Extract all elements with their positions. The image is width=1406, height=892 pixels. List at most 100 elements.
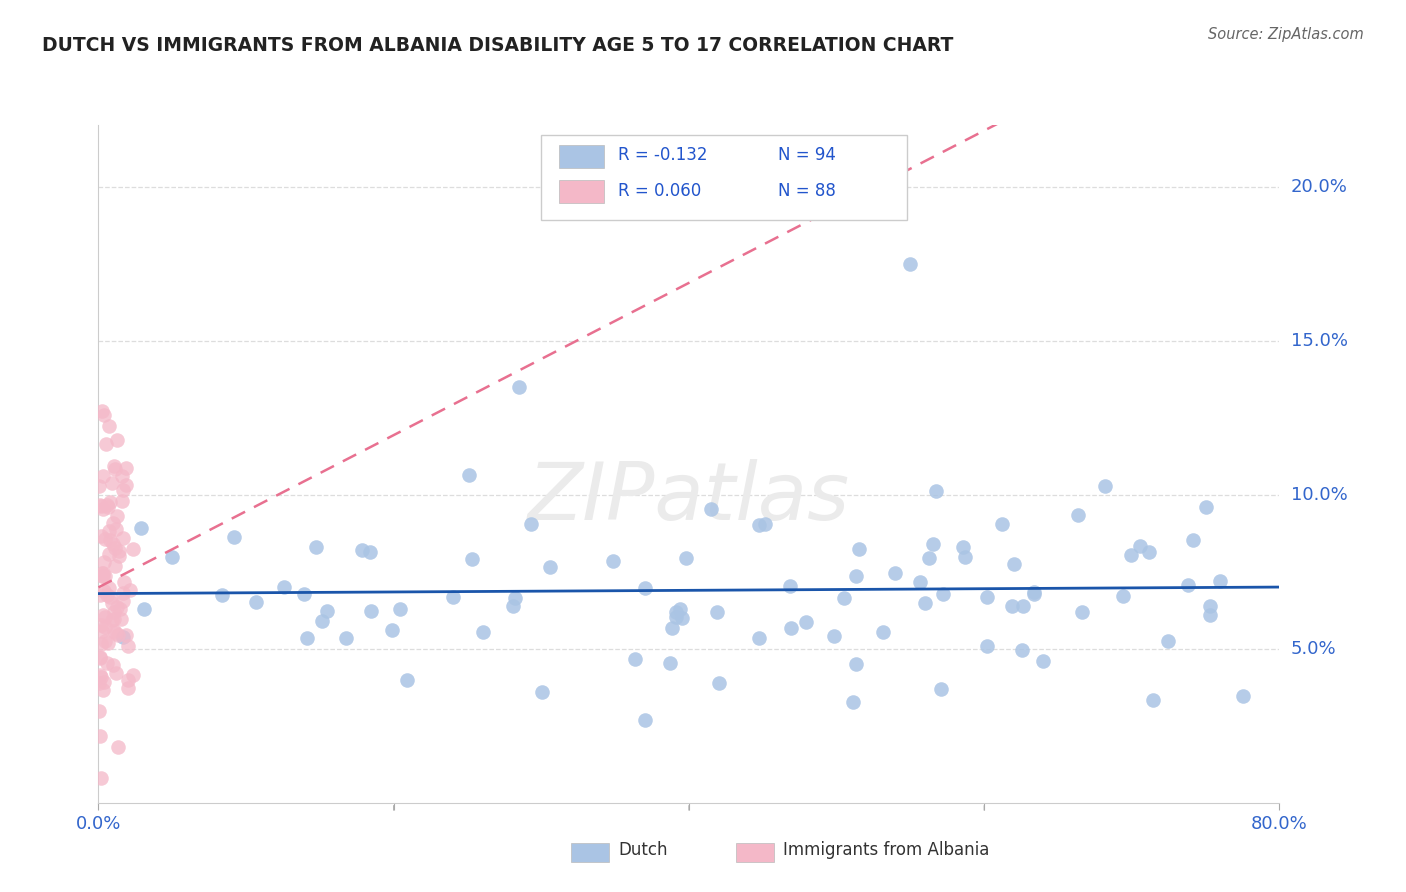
Point (117, 681, 139, 695)
Text: 0.0%: 0.0% (76, 815, 121, 833)
Point (97, 636, 120, 650)
Point (991, 516, 1014, 531)
Point (101, 536, 124, 550)
Text: Source: ZipAtlas.com: Source: ZipAtlas.com (1208, 27, 1364, 42)
Point (101, 476, 124, 491)
Point (101, 613, 124, 627)
Point (1177, 577, 1199, 591)
Text: 15.0%: 15.0% (1291, 332, 1347, 350)
Point (93, 674, 115, 689)
Point (111, 586, 134, 600)
Point (112, 574, 135, 589)
Point (103, 605, 125, 619)
FancyBboxPatch shape (541, 135, 907, 219)
Point (91, 682, 114, 697)
Point (1002, 557, 1025, 571)
Point (359, 545, 381, 559)
Point (531, 685, 554, 699)
Text: Dutch: Dutch (619, 841, 668, 859)
Point (111, 630, 134, 644)
Text: ZIPatlas: ZIPatlas (527, 458, 851, 537)
Point (110, 612, 132, 626)
Point (1112, 589, 1135, 603)
Point (107, 543, 129, 558)
Point (91, 469, 114, 483)
Point (304, 541, 326, 555)
Point (914, 596, 936, 610)
Point (94, 533, 117, 547)
Point (101, 658, 124, 673)
Point (91, 624, 114, 638)
FancyBboxPatch shape (571, 844, 609, 863)
Point (90, 670, 112, 684)
Point (665, 605, 688, 619)
Point (89, 729, 111, 743)
Point (1181, 533, 1204, 548)
Point (103, 612, 125, 626)
Point (89, 649, 111, 664)
Point (832, 591, 855, 605)
Point (918, 550, 941, 565)
Point (245, 594, 267, 608)
Point (634, 713, 657, 727)
Point (89, 668, 111, 682)
Point (105, 509, 128, 524)
Point (112, 532, 135, 546)
Point (976, 640, 998, 654)
Point (352, 543, 374, 558)
Point (883, 566, 905, 581)
Text: N = 94: N = 94 (778, 146, 835, 164)
Point (661, 621, 683, 635)
Point (315, 604, 337, 618)
Point (848, 542, 870, 557)
Point (754, 517, 776, 532)
Point (90, 618, 112, 632)
Point (508, 380, 530, 394)
Point (700, 501, 723, 516)
Point (925, 483, 948, 498)
Point (129, 520, 152, 534)
Point (845, 657, 868, 672)
Text: R = 0.060: R = 0.060 (619, 182, 702, 200)
Point (122, 668, 145, 682)
Point (132, 602, 155, 616)
Text: 5.0%: 5.0% (1291, 640, 1336, 657)
Point (103, 624, 125, 638)
Point (93, 408, 115, 422)
Point (103, 516, 125, 530)
Point (111, 594, 134, 608)
Point (118, 583, 141, 598)
Point (93, 569, 115, 583)
Point (90, 499, 112, 513)
Point (748, 518, 770, 533)
Point (823, 629, 845, 643)
Point (94, 569, 117, 583)
Point (658, 656, 681, 670)
Text: 10.0%: 10.0% (1291, 485, 1347, 504)
Point (104, 625, 127, 640)
Point (94, 437, 117, 451)
Point (90, 637, 112, 651)
Point (1094, 479, 1116, 493)
Point (97, 500, 120, 515)
Point (117, 640, 139, 654)
Point (1232, 690, 1254, 704)
Text: R = -0.132: R = -0.132 (619, 146, 707, 164)
Point (472, 625, 495, 640)
Point (100, 596, 122, 610)
Point (94, 634, 117, 648)
Point (97, 524, 120, 538)
Point (94, 610, 117, 624)
Point (458, 468, 481, 483)
Point (105, 433, 128, 447)
Point (634, 581, 657, 595)
Point (1198, 608, 1220, 623)
Point (900, 256, 922, 270)
Point (89, 498, 111, 512)
Point (1071, 605, 1094, 619)
Point (93, 584, 115, 599)
Point (1137, 545, 1160, 559)
Point (104, 666, 127, 681)
Point (675, 550, 697, 565)
Point (780, 621, 803, 635)
